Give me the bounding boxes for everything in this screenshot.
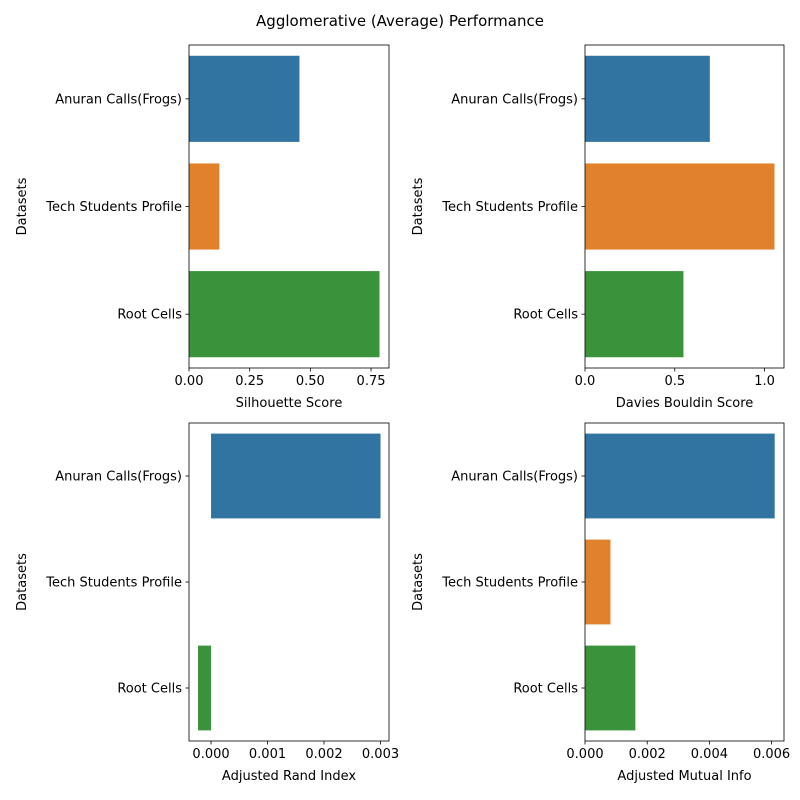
subplot-3: Anuran Calls(Frogs) Tech Students Profile… <box>15 422 399 784</box>
y-axis-label: Datasets <box>15 177 30 235</box>
x-tick-label: 0.002 <box>629 747 666 762</box>
bar <box>585 55 710 142</box>
x-axis-label: Adjusted Rand Index <box>222 769 356 784</box>
bar <box>585 271 684 358</box>
x-tick-label: 0.5 <box>664 374 685 389</box>
y-tick-label: Tech Students Profile <box>441 200 578 215</box>
x-tick-label: 0.25 <box>235 374 264 389</box>
bar <box>189 55 300 142</box>
y-tick-label: Tech Students Profile <box>441 576 578 591</box>
subplot-2: Anuran Calls(Frogs) Tech Students Profile… <box>411 44 785 411</box>
x-tick-label: 0.75 <box>357 374 386 389</box>
y-tick-label: Anuran Calls(Frogs) <box>55 92 182 107</box>
bar <box>189 271 380 358</box>
y-tick-label: Root Cells <box>513 308 578 323</box>
x-tick-label: 0.004 <box>691 747 728 762</box>
x-axis-label: Silhouette Score <box>236 396 343 411</box>
y-tick-label: Anuran Calls(Frogs) <box>55 470 182 485</box>
bar <box>189 163 220 250</box>
y-tick-label: Root Cells <box>117 682 182 697</box>
x-tick-label: 0.00 <box>175 374 204 389</box>
x-tick-label: 0.000 <box>192 747 229 762</box>
x-tick-label: 0.000 <box>566 747 603 762</box>
y-tick-label: Tech Students Profile <box>45 200 182 215</box>
subplot-1: Anuran Calls(Frogs) Tech Students Profile… <box>15 44 390 411</box>
x-tick-label: 0.50 <box>296 374 325 389</box>
figure-title: Agglomerative (Average) Performance <box>256 12 544 30</box>
x-axis-label: Adjusted Mutual Info <box>617 769 751 784</box>
y-tick-label: Root Cells <box>513 682 578 697</box>
y-tick-label: Tech Students Profile <box>45 576 182 591</box>
bar <box>198 645 212 731</box>
bar <box>585 433 775 519</box>
bar <box>585 645 636 731</box>
y-axis-label: Datasets <box>411 177 426 235</box>
bar <box>211 433 381 519</box>
y-axis-label: Datasets <box>15 553 30 611</box>
y-tick-label: Root Cells <box>117 308 182 323</box>
x-tick-label: 0.002 <box>305 747 342 762</box>
bar <box>585 163 775 250</box>
y-tick-label: Anuran Calls(Frogs) <box>451 92 578 107</box>
x-tick-label: 1.0 <box>754 374 775 389</box>
x-tick-label: 0.001 <box>249 747 286 762</box>
x-tick-label: 0.003 <box>362 747 399 762</box>
bar <box>585 539 611 625</box>
y-axis-label: Datasets <box>411 553 426 611</box>
x-tick-label: 0.006 <box>753 747 790 762</box>
x-tick-label: 0.0 <box>575 374 596 389</box>
y-tick-label: Anuran Calls(Frogs) <box>451 470 578 485</box>
x-axis-label: Davies Bouldin Score <box>616 396 754 411</box>
subplot-4: Anuran Calls(Frogs) Tech Students Profile… <box>411 422 790 784</box>
